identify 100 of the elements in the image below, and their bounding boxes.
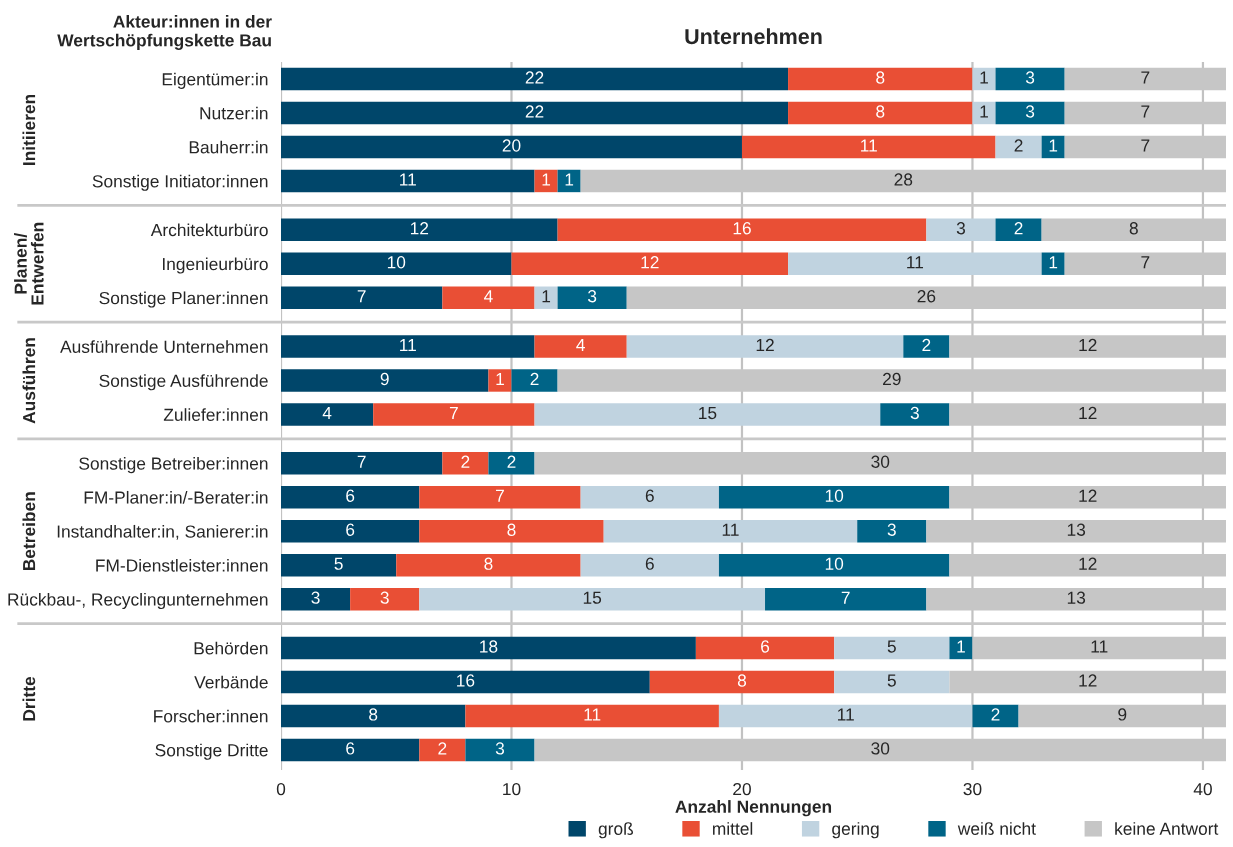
text: Ausführen xyxy=(22,338,36,424)
data-label: 7 xyxy=(357,290,366,303)
data-label: 15 xyxy=(583,591,602,604)
data-label: 8 xyxy=(484,557,493,570)
x-axis-title: Anzahl Nennungen xyxy=(675,800,832,817)
data-label: 26 xyxy=(917,290,936,303)
y-tick-label: Sonstige Ausführende xyxy=(99,374,268,391)
data-label: 3 xyxy=(380,591,389,604)
y-tick-label: Sonstige Betreiber:innen xyxy=(79,456,268,474)
data-label: 6 xyxy=(761,640,770,653)
data-label: 11 xyxy=(722,523,739,536)
y-tick-label: Rückbau-, Recyclingunternehmen xyxy=(8,592,268,610)
y-tick-label: Behörden xyxy=(194,641,268,655)
y-tick-label: Bauherr:in xyxy=(189,140,268,154)
y-tick-label: Nutzer:in xyxy=(200,106,268,120)
data-label: 10 xyxy=(825,557,844,570)
y-tick-label: Verbände xyxy=(194,675,268,689)
y-tick-label: Eigentümer:in xyxy=(162,72,268,89)
y-tick-label: Sonstige Planer:innen xyxy=(99,291,268,308)
y-tick-label: Zuliefer:innen xyxy=(163,408,268,421)
data-label: 3 xyxy=(887,523,896,536)
data-label: 8 xyxy=(737,674,747,687)
y-tick-label: Architekturbüro xyxy=(150,223,268,237)
data-label: 8 xyxy=(1129,222,1138,235)
data-label: 2 xyxy=(461,455,470,468)
data-label: 8 xyxy=(876,105,885,118)
data-label: 7 xyxy=(1141,256,1150,269)
legend-label: gering xyxy=(832,822,879,839)
data-label: 11 xyxy=(838,708,854,721)
data-label: 12 xyxy=(1079,338,1097,351)
data-label: 1 xyxy=(542,290,551,303)
data-label: 3 xyxy=(587,290,597,303)
data-label: 1 xyxy=(980,105,988,118)
y-tick-label: FM-Planer:in/-Berater:in xyxy=(84,490,268,504)
data-label: 7 xyxy=(1141,139,1150,152)
data-label: 7 xyxy=(449,407,458,419)
data-label: 6 xyxy=(645,489,654,502)
x-tick-label: 20 xyxy=(733,782,751,796)
data-label: 28 xyxy=(894,173,913,186)
data-label: 1 xyxy=(542,173,551,186)
data-label: 5 xyxy=(887,674,896,687)
data-label: 11 xyxy=(907,256,924,269)
data-label: 22 xyxy=(525,105,544,118)
y-tick-label: Instandhalter:in, Sanierer:in xyxy=(57,524,268,540)
chart-title: Unternehmen xyxy=(685,28,822,45)
data-label: 12 xyxy=(1079,674,1097,687)
data-label: 2 xyxy=(1014,222,1023,235)
legend-label: groß xyxy=(598,822,634,839)
data-label: 7 xyxy=(1141,71,1150,84)
y-tick-label: FM-Dienstleister:innen xyxy=(96,558,268,572)
data-label: 30 xyxy=(871,742,890,755)
x-tick-label: 30 xyxy=(963,782,982,796)
legend-label: keine Antwort xyxy=(1115,822,1219,835)
y-tick-label: Sonstige Dritte xyxy=(155,743,268,760)
data-label: 6 xyxy=(346,742,355,755)
y-tick-label: Ingenieurbüro xyxy=(162,257,268,274)
data-label: 3 xyxy=(1025,105,1035,118)
data-label: 7 xyxy=(357,455,366,468)
data-label: 6 xyxy=(645,557,654,570)
text: Planen/ Entwerfen xyxy=(14,222,44,305)
data-label: 3 xyxy=(910,406,919,420)
text: Dritte xyxy=(22,676,36,721)
data-label: 12 xyxy=(1079,489,1097,502)
data-label: 2 xyxy=(438,742,447,755)
data-label: 2 xyxy=(991,708,1000,721)
data-label: 11 xyxy=(1091,640,1108,653)
data-label: 1 xyxy=(1049,139,1058,152)
legend-label: weiß nicht xyxy=(957,822,1036,835)
data-label: 16 xyxy=(733,222,751,235)
data-label: 10 xyxy=(387,256,406,269)
data-label: 2 xyxy=(1014,139,1023,152)
legend-label: mittel xyxy=(712,822,753,835)
data-label: 1 xyxy=(957,640,965,653)
text: Betreiben xyxy=(22,492,36,571)
data-label: 2 xyxy=(530,372,539,385)
data-label: 5 xyxy=(334,557,343,570)
data-label: 3 xyxy=(311,591,320,604)
data-label: 7 xyxy=(1141,105,1150,118)
data-label: 12 xyxy=(641,256,659,269)
data-label: 6 xyxy=(346,523,355,536)
data-label: 12 xyxy=(756,338,774,351)
data-label: 9 xyxy=(380,372,389,386)
data-label: 22 xyxy=(525,71,544,84)
data-label: 7 xyxy=(841,591,850,604)
data-label: 20 xyxy=(502,139,521,152)
data-label: 11 xyxy=(861,139,877,152)
data-label: 8 xyxy=(507,523,516,536)
data-label: 13 xyxy=(1067,523,1086,536)
data-label: 3 xyxy=(495,742,505,755)
data-label: 9 xyxy=(1118,708,1127,721)
data-label: 2 xyxy=(922,338,931,351)
data-label: 10 xyxy=(825,489,844,502)
y-tick-label: Sonstige Initiator:innen xyxy=(92,174,268,191)
data-label: 1 xyxy=(1049,256,1058,269)
data-label: 3 xyxy=(956,222,965,235)
data-label: 5 xyxy=(887,640,896,653)
data-label: 1 xyxy=(496,373,504,385)
x-tick-label: 10 xyxy=(503,782,521,796)
data-label: 8 xyxy=(369,708,378,721)
data-label: 18 xyxy=(480,640,498,653)
